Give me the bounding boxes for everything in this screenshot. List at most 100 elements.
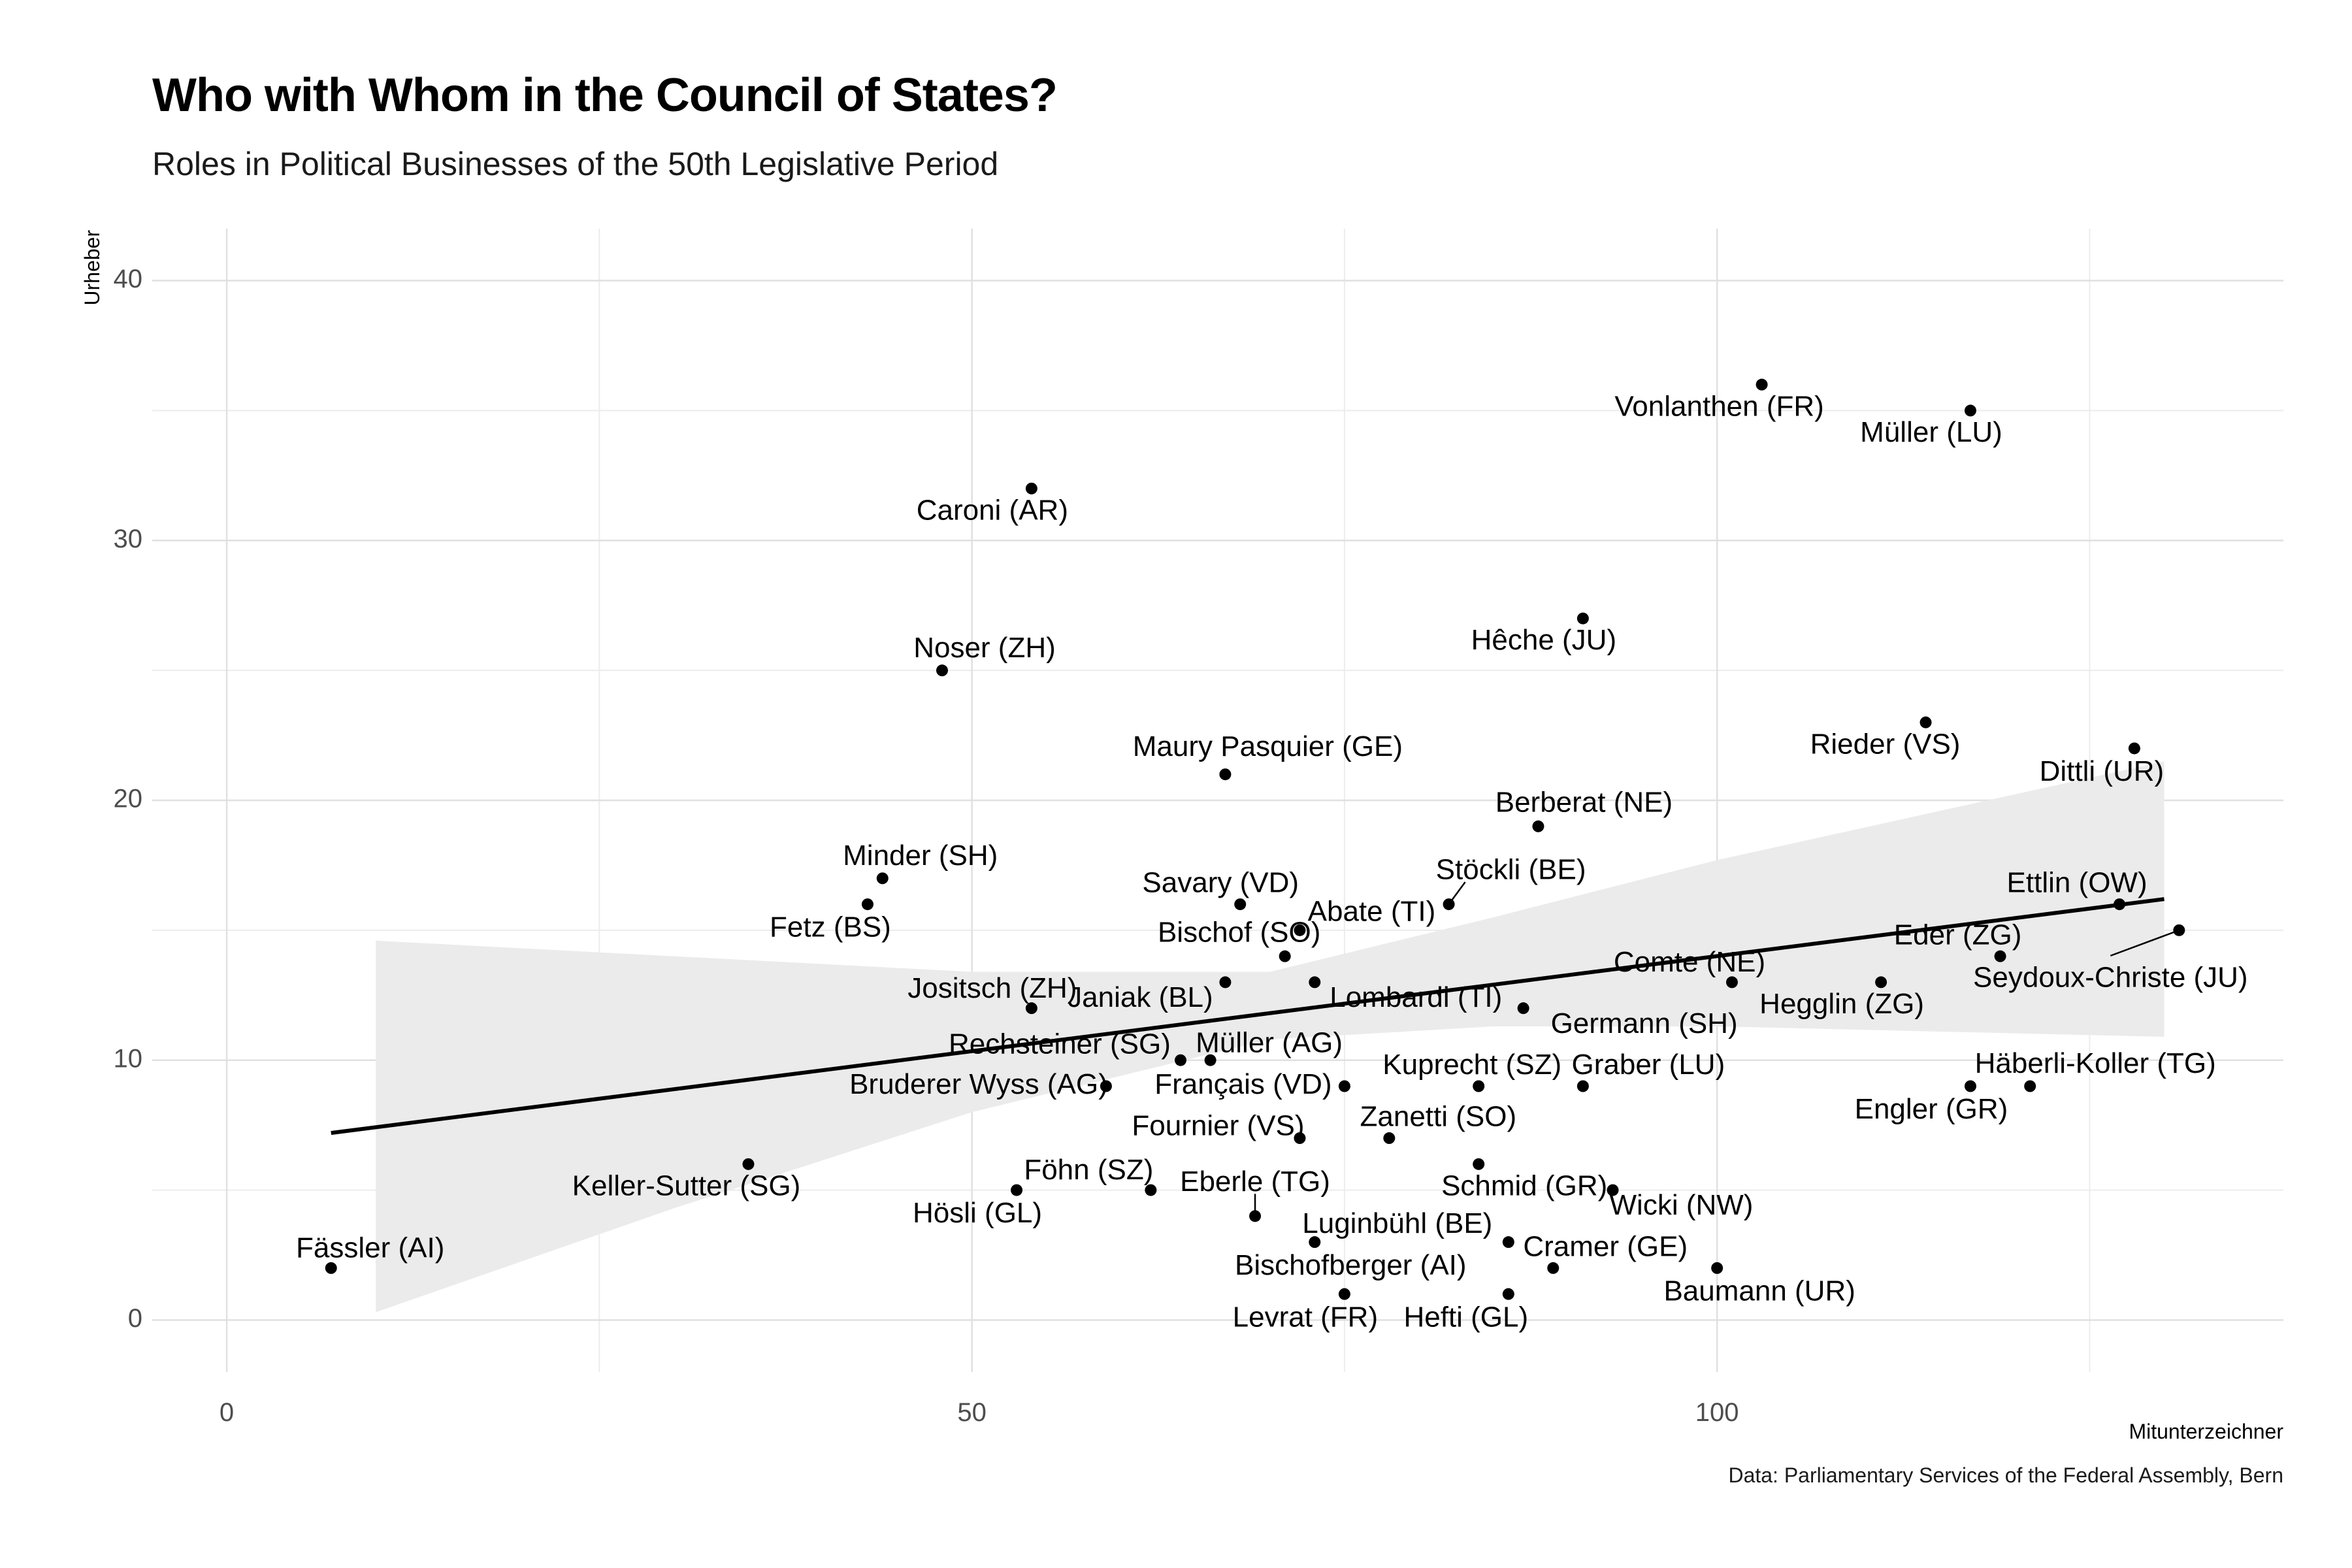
data-point bbox=[325, 1262, 337, 1274]
point-label: Stöckli (BE) bbox=[1436, 854, 1586, 886]
point-label: Caroni (AR) bbox=[917, 494, 1068, 526]
x-axis-label: Mitunterzeichner bbox=[2129, 1420, 2283, 1443]
point-label: Minder (SH) bbox=[843, 840, 998, 872]
point-label: Schmid (GR) bbox=[1441, 1169, 1607, 1201]
y-tick-label: 0 bbox=[128, 1304, 142, 1333]
point-label: Maury Pasquier (GE) bbox=[1133, 730, 1403, 762]
confidence-band bbox=[376, 761, 2164, 1313]
leader-line bbox=[2110, 929, 2180, 957]
x-tick-label: 0 bbox=[220, 1398, 234, 1427]
data-point bbox=[936, 664, 948, 677]
data-point bbox=[1517, 1002, 1529, 1015]
data-point bbox=[2128, 742, 2140, 755]
data-point bbox=[1473, 1080, 1485, 1092]
point-label: Jositsch (ZH) bbox=[907, 972, 1077, 1004]
data-point bbox=[1219, 976, 1232, 988]
data-point bbox=[1338, 1288, 1350, 1300]
data-point bbox=[1309, 976, 1321, 988]
data-point bbox=[861, 898, 874, 911]
data-point bbox=[1219, 768, 1232, 781]
point-label: Hösli (GL) bbox=[913, 1197, 1042, 1229]
point-label: Fetz (BS) bbox=[770, 911, 891, 943]
point-label: Noser (ZH) bbox=[913, 632, 1056, 664]
point-label: Föhn (SZ) bbox=[1024, 1154, 1153, 1186]
confidence-band-group bbox=[376, 761, 2164, 1313]
point-label: Luginbühl (BE) bbox=[1302, 1207, 1492, 1239]
data-point bbox=[876, 872, 889, 885]
y-tick-label: 40 bbox=[114, 265, 143, 293]
point-label: Wicki (NW) bbox=[1610, 1189, 1754, 1221]
y-axis-label: Urheber bbox=[80, 230, 104, 306]
point-labels: Fässler (AI) Keller-Sutter (SG) Fetz (BS) M… bbox=[296, 390, 2248, 1333]
point-label: Hefti (GL) bbox=[1403, 1301, 1528, 1333]
point-label: Janiak (BL) bbox=[1068, 981, 1213, 1013]
data-point bbox=[1279, 950, 1291, 962]
point-label: Fournier (VS) bbox=[1132, 1110, 1304, 1142]
data-points bbox=[325, 378, 2185, 1300]
y-tick-label: 20 bbox=[114, 785, 143, 813]
data-point bbox=[1383, 1132, 1396, 1145]
point-label: Lombardi (TI) bbox=[1330, 981, 1502, 1013]
data-point bbox=[1309, 1236, 1321, 1249]
data-point bbox=[1338, 1080, 1350, 1092]
data-point bbox=[1994, 950, 2006, 962]
point-label: Seydoux-Christe (JU) bbox=[1973, 961, 2248, 993]
data-point bbox=[1025, 482, 1037, 495]
point-label: Müller (LU) bbox=[1860, 416, 2002, 448]
data-point bbox=[1964, 404, 1976, 417]
data-point bbox=[1294, 924, 1306, 936]
data-point bbox=[1204, 1054, 1217, 1066]
point-label: Eberle (TG) bbox=[1180, 1166, 1330, 1198]
data-point bbox=[1100, 1080, 1112, 1092]
point-label: Levrat (FR) bbox=[1233, 1301, 1378, 1333]
point-label: Berberat (NE) bbox=[1495, 786, 1673, 818]
point-label: Engler (GR) bbox=[1855, 1093, 2008, 1125]
point-label: Rechsteiner (SG) bbox=[949, 1028, 1171, 1060]
point-label: Keller-Sutter (SG) bbox=[572, 1169, 801, 1201]
data-point bbox=[1875, 976, 1887, 988]
leader-line bbox=[1448, 881, 1466, 905]
point-label: Baumann (UR) bbox=[1663, 1275, 1855, 1307]
data-point bbox=[1547, 1262, 1560, 1274]
data-point bbox=[1711, 1262, 1723, 1274]
data-point bbox=[1234, 898, 1247, 911]
point-label: Hegglin (ZG) bbox=[1759, 988, 1924, 1020]
y-tick-label: 10 bbox=[114, 1044, 143, 1073]
point-label: Comte (NE) bbox=[1614, 946, 1765, 978]
data-point bbox=[1145, 1184, 1157, 1196]
data-point bbox=[1576, 612, 1589, 625]
data-point bbox=[1025, 1002, 1037, 1015]
data-point bbox=[1532, 820, 1544, 832]
chart-subtitle: Roles in Political Businesses of the 50t… bbox=[152, 146, 999, 182]
point-label: Müller (AG) bbox=[1196, 1026, 1343, 1058]
data-point bbox=[1502, 1236, 1514, 1249]
data-point bbox=[1294, 1132, 1306, 1145]
point-label: Graber (LU) bbox=[1572, 1049, 1725, 1081]
point-label: Kuprecht (SZ) bbox=[1382, 1049, 1561, 1081]
point-label: Eder (ZG) bbox=[1894, 919, 2022, 951]
point-label: Bruderer Wyss (AG) bbox=[849, 1068, 1108, 1100]
data-point bbox=[742, 1158, 755, 1170]
data-point bbox=[1964, 1080, 1976, 1092]
trend-line bbox=[331, 897, 2164, 1135]
point-label: Germann (SH) bbox=[1551, 1007, 1738, 1039]
data-point bbox=[1756, 378, 1768, 391]
point-label: Vonlanthen (FR) bbox=[1614, 390, 1823, 422]
point-label: Zanetti (SO) bbox=[1360, 1101, 1517, 1133]
data-point bbox=[2024, 1080, 2036, 1092]
point-label: Abate (TI) bbox=[1308, 895, 1436, 927]
point-label: Savary (VD) bbox=[1142, 867, 1299, 899]
point-label: Fässler (AI) bbox=[296, 1232, 444, 1264]
point-label: Rieder (VS) bbox=[1810, 728, 1961, 760]
x-tick-label: 50 bbox=[957, 1398, 987, 1427]
point-label: Dittli (UR) bbox=[2040, 755, 2164, 787]
point-label: Ettlin (OW) bbox=[2007, 867, 2148, 899]
data-point bbox=[1607, 1184, 1619, 1196]
chart-title: Who with Whom in the Council of States? bbox=[152, 69, 1058, 122]
point-label: Français (VD) bbox=[1154, 1068, 1331, 1100]
point-label: Hêche (JU) bbox=[1471, 624, 1617, 656]
axes: 0 50 100 0 10 20 30 40 Mitunterzeichner Urheber bbox=[80, 230, 2283, 1443]
data-point bbox=[2114, 898, 2126, 911]
